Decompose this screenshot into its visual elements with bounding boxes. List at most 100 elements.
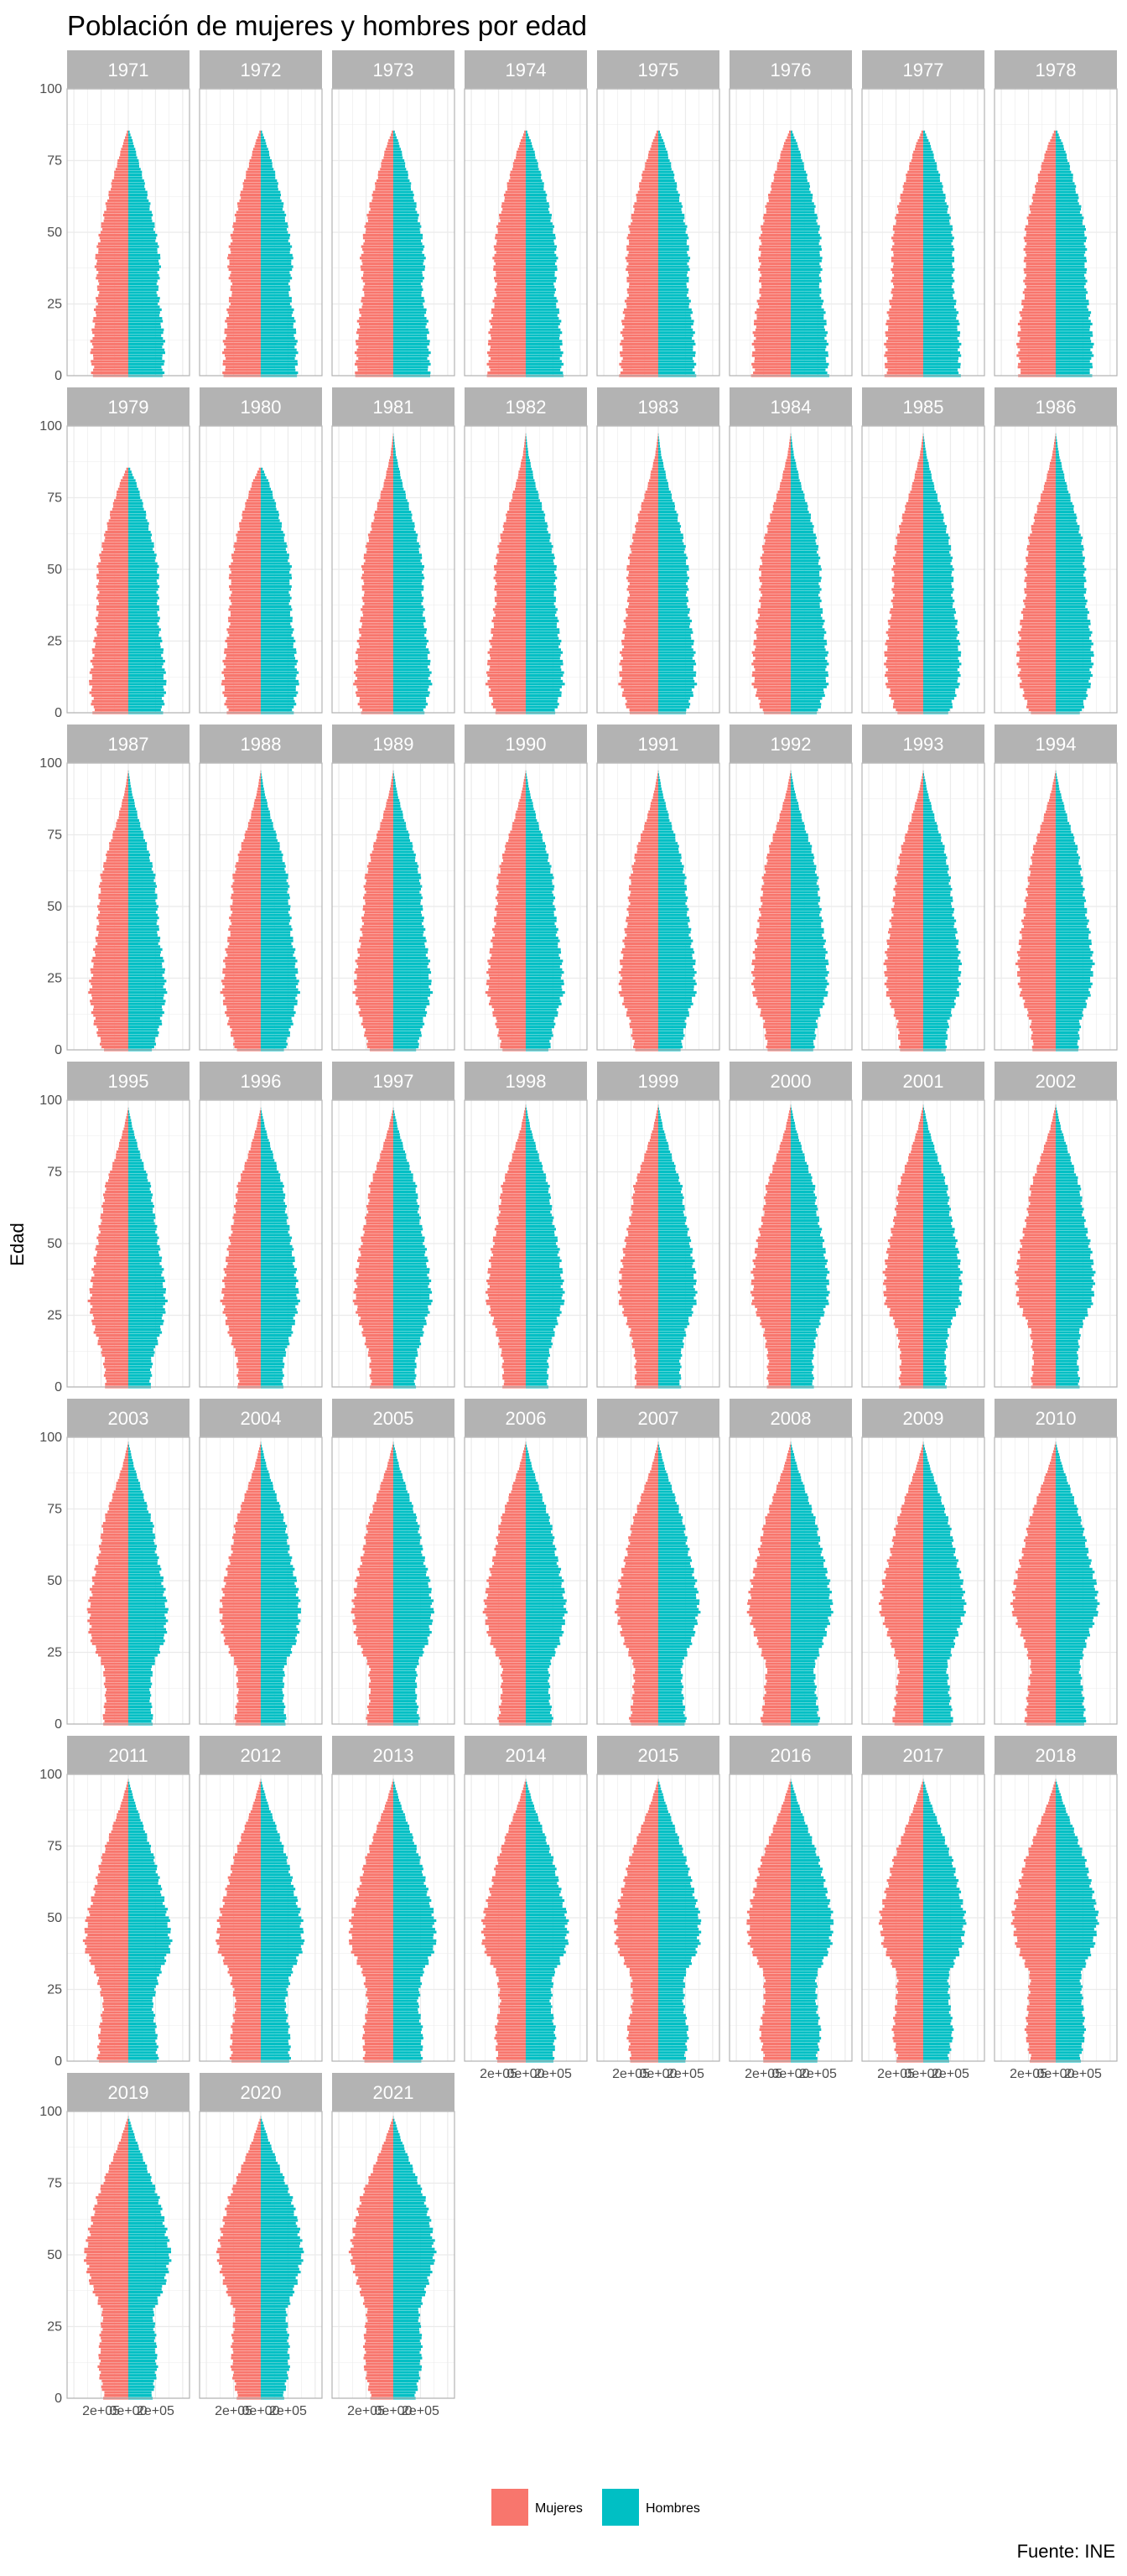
bar-hombres	[128, 481, 137, 485]
bar-hombres	[128, 628, 161, 631]
bar-mujeres	[505, 848, 526, 851]
bar-hombres	[791, 325, 824, 329]
bar-mujeres	[655, 453, 658, 456]
facet-panel-1991: 1991	[596, 724, 720, 1052]
bar-mujeres	[655, 784, 658, 787]
bar-hombres	[261, 505, 276, 508]
bar-hombres	[923, 257, 955, 260]
bar-hombres	[393, 285, 423, 288]
bar-mujeres	[89, 988, 128, 991]
bar-hombres	[791, 917, 822, 920]
bar-mujeres	[225, 368, 261, 371]
bar-mujeres	[356, 328, 393, 331]
bar-mujeres	[96, 1031, 128, 1035]
bar-mujeres	[1019, 311, 1056, 314]
bar-hombres	[128, 311, 160, 314]
bar-hombres	[526, 776, 527, 779]
bar-mujeres	[629, 242, 658, 246]
bar-mujeres	[907, 830, 923, 834]
bar-hombres	[261, 810, 270, 813]
facet-strip-label: 1993	[903, 734, 944, 755]
bar-mujeres	[358, 965, 393, 969]
bar-mujeres	[1026, 570, 1056, 574]
facet-strip-label: 1990	[506, 734, 547, 755]
bar-hombres	[923, 620, 958, 623]
bar-mujeres	[356, 976, 393, 980]
bar-mujeres	[1017, 322, 1056, 325]
bar-mujeres	[380, 496, 393, 500]
bar-hombres	[526, 887, 554, 891]
bar-mujeres	[495, 605, 526, 608]
bar-hombres	[923, 582, 952, 585]
bar-hombres	[261, 251, 290, 254]
bar-mujeres	[1026, 582, 1056, 585]
bar-hombres	[261, 668, 298, 672]
bar-hombres	[261, 1020, 293, 1023]
bar-hombres	[261, 931, 291, 934]
bar-mujeres	[922, 439, 923, 442]
bar-hombres	[1056, 856, 1080, 860]
bar-mujeres	[768, 522, 791, 525]
bar-hombres	[923, 953, 959, 957]
bar-hombres	[393, 622, 424, 626]
bar-mujeres	[782, 808, 791, 811]
bar-mujeres	[518, 802, 526, 805]
bar-mujeres	[756, 996, 791, 1000]
bar-hombres	[393, 130, 395, 133]
bar-mujeres	[90, 340, 128, 343]
bar-hombres	[1056, 1002, 1088, 1005]
bar-hombres	[923, 531, 947, 534]
bar-mujeres	[390, 453, 393, 456]
bar-hombres	[658, 461, 664, 465]
bar-hombres	[923, 459, 928, 462]
bar-hombres	[526, 927, 558, 931]
bar-mujeres	[493, 616, 526, 620]
bar-mujeres	[493, 931, 526, 934]
bar-hombres	[923, 441, 925, 445]
bar-mujeres	[96, 285, 128, 288]
bar-hombres	[923, 891, 951, 894]
bar-hombres	[1056, 322, 1093, 325]
bar-mujeres	[116, 824, 128, 828]
bar-mujeres	[886, 371, 923, 375]
bar-hombres	[526, 784, 529, 787]
bar-hombres	[658, 334, 693, 337]
bar-mujeres	[497, 873, 526, 876]
bar-hombres	[128, 705, 162, 709]
bar-hombres	[923, 354, 962, 357]
bar-mujeres	[251, 816, 261, 819]
bar-mujeres	[790, 773, 791, 776]
bar-mujeres	[626, 277, 658, 280]
bar-mujeres	[496, 251, 526, 254]
bar-hombres	[128, 951, 161, 954]
bar-hombres	[1056, 588, 1087, 591]
bar-hombres	[1056, 297, 1087, 300]
bar-mujeres	[1025, 913, 1056, 917]
bar-mujeres	[1022, 291, 1056, 294]
bar-mujeres	[1019, 356, 1056, 361]
facet-strip	[465, 387, 587, 426]
bar-mujeres	[631, 548, 658, 551]
bar-hombres	[1056, 685, 1091, 688]
bar-hombres	[1056, 671, 1092, 674]
bar-hombres	[923, 511, 942, 514]
bar-hombres	[1056, 709, 1083, 712]
bar-mujeres	[226, 345, 261, 349]
bar-mujeres	[224, 685, 261, 688]
bar-mujeres	[764, 542, 791, 545]
bar-hombres	[658, 648, 693, 652]
bar-mujeres	[1019, 683, 1056, 686]
bar-mujeres	[231, 279, 261, 283]
bar-hombres	[526, 899, 554, 902]
bar-hombres	[526, 1034, 553, 1037]
bar-hombres	[261, 305, 292, 309]
panel-border	[994, 425, 1118, 714]
bar-hombres	[128, 870, 153, 874]
bar-mujeres	[377, 176, 393, 179]
bar-hombres	[261, 570, 290, 574]
bar-hombres	[1056, 982, 1093, 985]
bar-mujeres	[93, 1005, 128, 1009]
bar-hombres	[1056, 1014, 1083, 1017]
bar-mujeres	[108, 194, 128, 197]
bar-hombres	[658, 705, 690, 709]
